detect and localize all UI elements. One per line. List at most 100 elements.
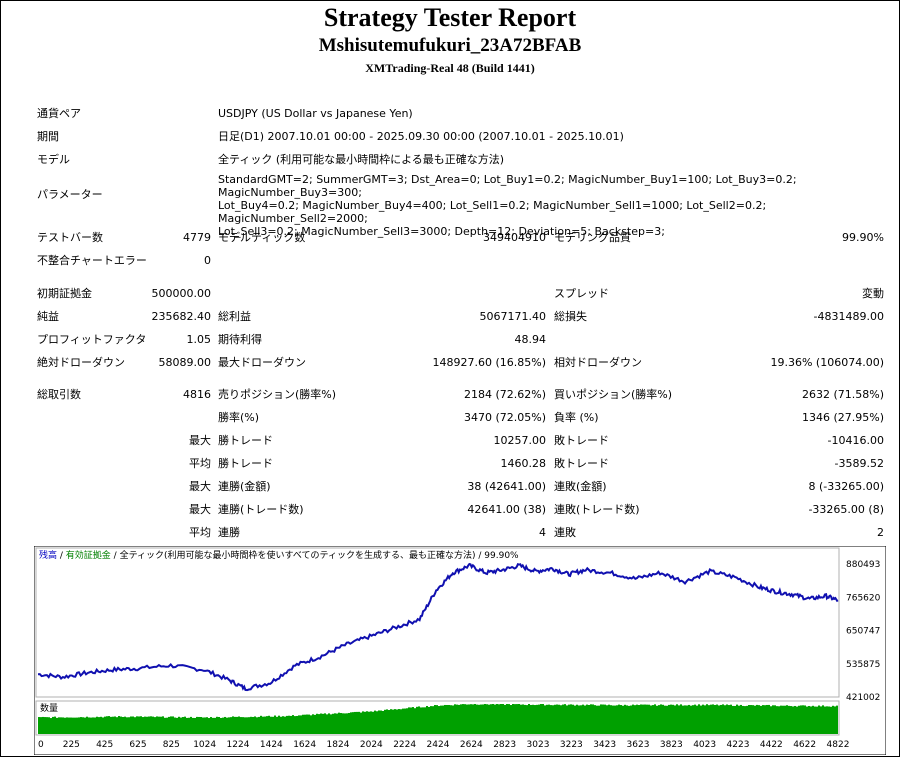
volume-bar [342, 713, 344, 734]
volume-bar [200, 717, 202, 734]
volume-bar [130, 716, 132, 734]
volume-bar [822, 705, 824, 734]
volume-bar [396, 709, 398, 734]
volume-bar [412, 707, 414, 734]
volume-bar [464, 704, 466, 734]
volume-bar [154, 717, 156, 734]
volume-bar [328, 713, 330, 734]
volume-bar [42, 716, 44, 734]
volume-bar [664, 705, 666, 734]
volume-bar [696, 705, 698, 734]
server-build: XMTrading-Real 48 (Build 1441) [365, 61, 535, 75]
volume-bar [474, 704, 476, 734]
volume-bar [652, 705, 654, 734]
volume-bar [746, 705, 748, 734]
volume-bar [230, 717, 232, 734]
params-line: Lot_Sell3=0.2; MagicNumber_Sell3=3000; D… [218, 225, 665, 238]
x-tick-label: 225 [63, 740, 80, 750]
x-tick-label: 4023 [693, 740, 716, 750]
volume-bar [590, 704, 592, 734]
y-tick-label: 880493 [846, 560, 880, 570]
volume-bar [202, 717, 204, 734]
x-tick-label: 3823 [660, 740, 683, 750]
volume-bar [438, 706, 440, 734]
volume-bar [234, 716, 236, 734]
cons-loss-money-value: 8 (-33265.00) [808, 480, 884, 493]
volume-bar [702, 704, 704, 734]
volume-bar [634, 705, 636, 734]
volume-bar [712, 704, 714, 734]
volume-bar [242, 717, 244, 734]
volume-bar [722, 704, 724, 734]
largest-win-value: 10257.00 [493, 434, 547, 447]
volume-bar [274, 715, 276, 734]
volume-bar [444, 704, 446, 734]
x-tick-label: 2823 [493, 740, 516, 750]
volume-bar [140, 716, 142, 734]
volume-bar [762, 705, 764, 734]
volume-bar [676, 704, 678, 734]
volume-bar [736, 704, 738, 734]
volume-bar [372, 711, 374, 734]
volume-bar [86, 716, 88, 734]
volume-bar [498, 704, 500, 734]
volume-bar [740, 704, 742, 734]
volume-bar [732, 705, 734, 734]
volume-bar [142, 717, 144, 734]
volume-bar [528, 704, 530, 734]
volume-bar [224, 716, 226, 734]
avg-label: 平均 [189, 457, 211, 470]
volume-bar [212, 717, 214, 734]
volume-bar [804, 705, 806, 734]
volume-bar [502, 704, 504, 734]
volume-bar [506, 704, 508, 734]
volume-bar [232, 716, 234, 734]
volume-bar [38, 717, 40, 734]
volume-bar [666, 705, 668, 734]
volume-bar [638, 705, 640, 734]
short-value: 2184 (72.62%) [463, 388, 546, 401]
volume-bar [778, 706, 780, 734]
volume-bar [352, 712, 354, 734]
volume-bar [330, 714, 332, 734]
volume-bar [770, 706, 772, 734]
volume-bar [414, 708, 416, 734]
win-label: 勝率(%) [218, 411, 260, 424]
report-title: Strategy Tester Report [323, 3, 577, 32]
volume-bar [624, 704, 626, 734]
volume-bar [512, 704, 514, 734]
avg-cons-loss-label: 連敗 [554, 526, 576, 539]
volume-bar [548, 704, 550, 734]
volume-bar [516, 704, 518, 734]
volume-bar [294, 716, 296, 734]
volume-bar [562, 704, 564, 734]
volume-bar [350, 712, 352, 734]
volume-bar [168, 716, 170, 734]
volume-bar [210, 717, 212, 734]
volume-bar [542, 704, 544, 734]
symbol-value: USDJPY (US Dollar vs Japanese Yen) [218, 107, 413, 120]
trades-label: 総取引数 [37, 388, 81, 401]
volume-bar [392, 709, 394, 734]
y-tick-label: 650747 [846, 627, 880, 637]
volume-bar [496, 704, 498, 734]
volume-bar [322, 713, 324, 734]
volume-bar [124, 716, 126, 734]
volume-bar [410, 707, 412, 734]
volume-bar [76, 717, 78, 734]
volume-bar [824, 706, 826, 734]
volume-bar [776, 706, 778, 734]
cons-win-money-value: 38 (42641.00) [467, 480, 546, 493]
volume-bar [186, 717, 188, 734]
volume-bar [616, 705, 618, 734]
largest-loss-label: 敗トレード [554, 434, 609, 447]
avg-cons-win-value: 4 [539, 526, 546, 539]
volume-bar [592, 704, 594, 734]
volume-bar [320, 713, 322, 734]
x-tick-label: 1024 [193, 740, 216, 750]
volume-bar [394, 709, 396, 734]
volume-bar [714, 704, 716, 734]
volume-bar [286, 715, 288, 734]
volume-bar [380, 710, 382, 734]
volume-bar [128, 717, 130, 734]
